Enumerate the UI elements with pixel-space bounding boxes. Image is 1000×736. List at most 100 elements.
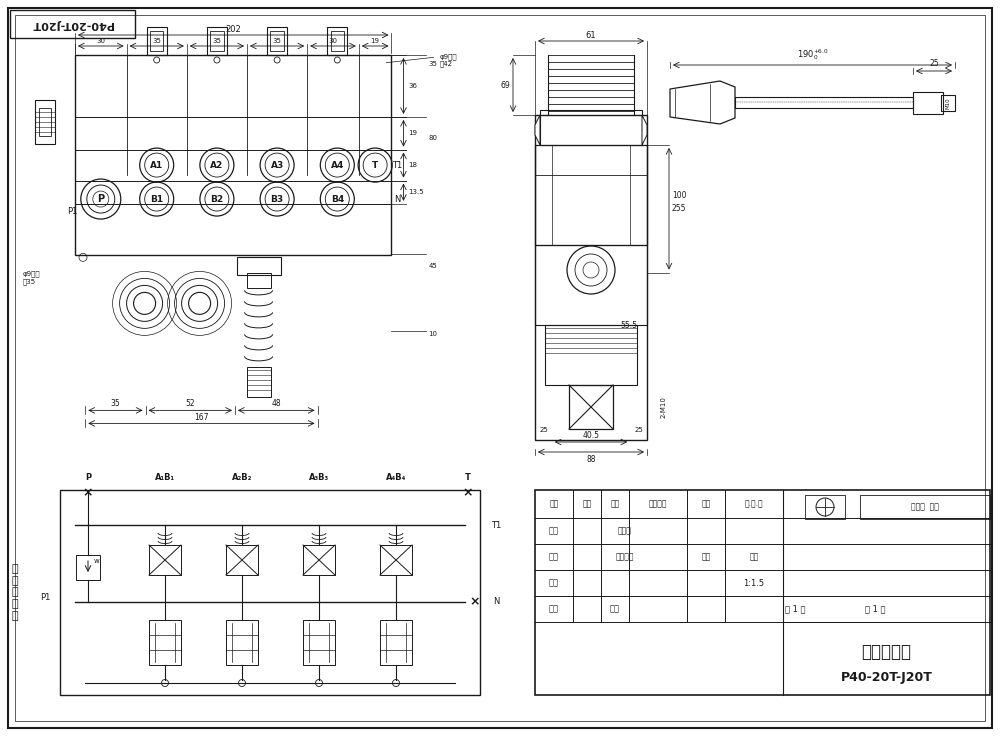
Text: 35: 35 <box>111 399 120 408</box>
Text: M10: M10 <box>946 97 950 109</box>
Text: B2: B2 <box>210 194 223 204</box>
Text: B1: B1 <box>150 194 163 204</box>
Text: 35: 35 <box>273 38 282 44</box>
Text: 19: 19 <box>371 38 380 44</box>
Text: A4: A4 <box>331 160 344 169</box>
Text: A1: A1 <box>150 160 163 169</box>
Text: A₂B₂: A₂B₂ <box>232 473 252 483</box>
Bar <box>247 367 271 397</box>
Text: 255: 255 <box>672 205 686 213</box>
Text: 190$^{+6.0}_{0}$: 190$^{+6.0}_{0}$ <box>797 48 828 63</box>
Bar <box>913 92 943 114</box>
Bar <box>540 110 642 145</box>
Bar <box>327 27 347 55</box>
Text: 液
压
原
理
图: 液 压 原 理 图 <box>12 565 18 620</box>
Text: 第 1 张: 第 1 张 <box>865 604 885 614</box>
Polygon shape <box>535 115 540 145</box>
Bar <box>237 258 281 275</box>
Text: φ9通孔
高35: φ9通孔 高35 <box>23 270 41 285</box>
Text: P40-20T-J20T: P40-20T-J20T <box>31 19 113 29</box>
Text: 35: 35 <box>212 38 221 44</box>
Text: 重量: 重量 <box>701 553 711 562</box>
Text: 30: 30 <box>96 38 105 44</box>
Text: ×: × <box>463 486 473 500</box>
Text: 审核: 审核 <box>549 578 559 587</box>
Text: P: P <box>85 473 91 483</box>
Bar <box>535 245 647 325</box>
Text: 共 1 张: 共 1 张 <box>785 604 805 614</box>
Bar <box>149 545 181 575</box>
Text: 分区: 分区 <box>610 500 620 509</box>
Bar <box>331 31 344 51</box>
Text: w: w <box>94 558 100 564</box>
Text: 13.5: 13.5 <box>408 189 424 195</box>
Bar <box>75 55 391 255</box>
Text: 25: 25 <box>929 58 939 68</box>
Text: T: T <box>372 160 378 169</box>
Bar <box>35 100 55 144</box>
Text: φ9通孔
高42: φ9通孔 高42 <box>439 53 457 67</box>
Text: N: N <box>493 598 499 606</box>
Bar <box>76 555 100 580</box>
Text: A3: A3 <box>270 160 284 169</box>
Text: 88: 88 <box>586 455 596 464</box>
Bar <box>10 10 135 38</box>
Bar <box>150 31 163 51</box>
Polygon shape <box>642 115 647 145</box>
Text: B4: B4 <box>331 194 344 204</box>
Bar <box>210 31 224 51</box>
Bar <box>380 620 412 665</box>
Text: 校对: 校对 <box>549 553 559 562</box>
Bar <box>535 145 647 245</box>
Text: N: N <box>394 194 400 204</box>
Text: 18: 18 <box>408 162 417 168</box>
Text: 55.5: 55.5 <box>620 320 638 330</box>
Text: 69: 69 <box>500 80 510 90</box>
Text: 61: 61 <box>586 30 596 40</box>
Text: A2: A2 <box>210 160 224 169</box>
Bar <box>380 545 412 575</box>
Bar <box>270 31 284 51</box>
Bar <box>860 495 990 519</box>
Text: 35: 35 <box>428 61 437 67</box>
Bar <box>545 325 637 385</box>
Text: 签名: 签名 <box>701 500 711 509</box>
Text: 80: 80 <box>428 135 437 141</box>
Bar <box>569 385 613 429</box>
Bar <box>941 95 955 111</box>
Bar <box>60 490 480 695</box>
Text: A₄B₄: A₄B₄ <box>386 473 406 483</box>
Bar <box>267 27 287 55</box>
Text: 比例: 比例 <box>749 553 759 562</box>
Text: 路长标记: 路长标记 <box>616 553 634 562</box>
Text: 10: 10 <box>428 330 437 336</box>
Bar <box>207 27 227 55</box>
Text: 工艺: 工艺 <box>549 604 559 614</box>
Text: T1: T1 <box>491 520 501 529</box>
Text: P: P <box>97 194 104 204</box>
Text: 19: 19 <box>408 130 417 136</box>
Bar <box>147 27 167 55</box>
Text: 设计: 设计 <box>549 526 559 536</box>
Bar <box>39 108 51 136</box>
Text: T1: T1 <box>392 160 402 169</box>
Polygon shape <box>670 81 735 124</box>
Text: 167: 167 <box>194 413 209 422</box>
Text: 年.月.日: 年.月.日 <box>745 500 763 509</box>
Text: A₃B₃: A₃B₃ <box>309 473 329 483</box>
Text: 2-M10: 2-M10 <box>661 396 667 418</box>
Bar <box>226 545 258 575</box>
Text: T: T <box>465 473 471 483</box>
Text: A₁B₁: A₁B₁ <box>155 473 175 483</box>
Bar <box>735 97 913 108</box>
Text: 25: 25 <box>539 427 548 433</box>
Text: 标记: 标记 <box>549 500 559 509</box>
Text: 48: 48 <box>271 399 281 408</box>
Text: 类数: 类数 <box>582 500 592 509</box>
Text: P1: P1 <box>40 593 50 603</box>
Text: 批准: 批准 <box>610 604 620 614</box>
Bar <box>303 545 335 575</box>
Text: 100: 100 <box>672 191 686 199</box>
Text: 45: 45 <box>428 263 437 269</box>
Text: 25: 25 <box>634 427 643 433</box>
